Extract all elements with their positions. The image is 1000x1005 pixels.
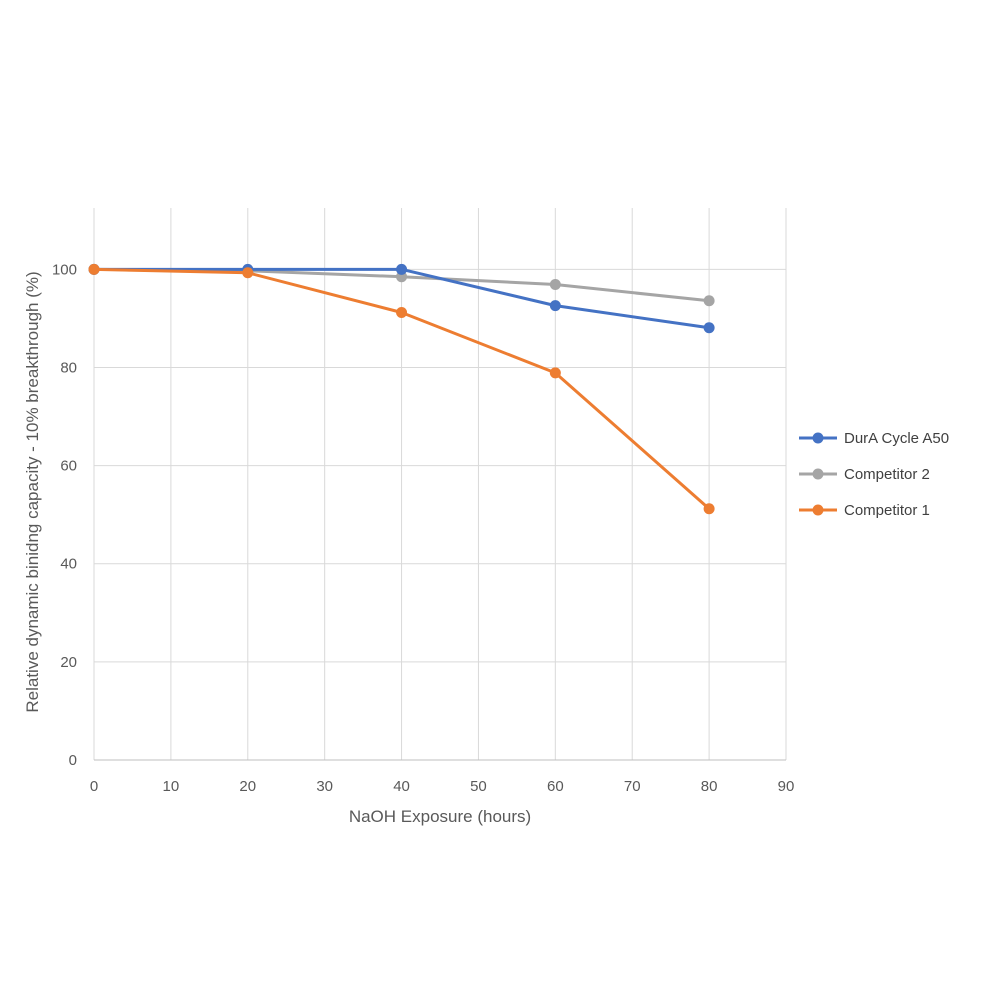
data-point [549, 367, 561, 379]
y-tick-label: 40 [60, 556, 77, 573]
x-tick-label: 0 [90, 778, 98, 795]
x-tick-label: 40 [393, 778, 410, 795]
legend-label: Competitor 1 [844, 502, 930, 519]
data-point [703, 295, 715, 307]
y-tick-label: 80 [60, 359, 77, 376]
legend-marker [812, 504, 824, 516]
axes: 0 10 20 30 40 50 60 70 80 90 0 20 40 60 80 100 [52, 261, 794, 795]
legend-label: DurA Cycle A50 [844, 430, 949, 447]
x-tick-label: 70 [624, 778, 641, 795]
data-point [549, 279, 561, 291]
x-tick-label: 30 [316, 778, 333, 795]
legend-marker [812, 432, 824, 444]
x-axis-title: NaOH Exposure (hours) [349, 807, 531, 826]
x-tick-label: 90 [778, 778, 795, 795]
legend-label: Competitor 2 [844, 466, 930, 483]
legend-item: DurA Cycle A50 [799, 430, 949, 447]
data-point [549, 300, 561, 312]
legend: DurA Cycle A50 Competitor 2 Competitor 1 [799, 430, 949, 519]
x-tick-label: 20 [239, 778, 256, 795]
y-tick-label: 0 [69, 752, 77, 769]
x-tick-label: 10 [163, 778, 180, 795]
legend-item: Competitor 1 [799, 502, 930, 519]
legend-item: Competitor 2 [799, 466, 930, 483]
series-lines [88, 263, 715, 515]
x-tick-label: 50 [470, 778, 487, 795]
data-point [703, 322, 715, 334]
x-tick-label: 80 [701, 778, 718, 795]
grid [93, 208, 787, 760]
data-point [242, 267, 254, 279]
y-axis-title: Relative dynamic binidng capacity - 10% … [23, 271, 42, 712]
y-tick-label: 100 [52, 261, 77, 278]
legend-marker [812, 468, 824, 480]
data-point [396, 263, 408, 275]
y-tick-label: 20 [60, 654, 77, 671]
data-point [88, 263, 100, 275]
y-tick-label: 60 [60, 458, 77, 475]
data-point [703, 503, 715, 515]
data-point [396, 307, 408, 319]
x-tick-label: 60 [547, 778, 564, 795]
